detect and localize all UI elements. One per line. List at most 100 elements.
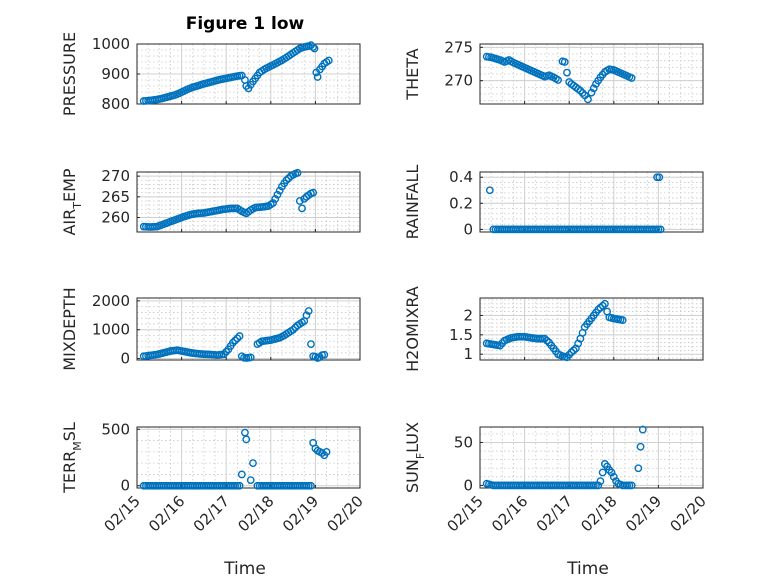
data-point — [320, 350, 329, 359]
y-axis-label: TERRMSL — [60, 422, 84, 494]
y-tick-label: 260 — [101, 209, 130, 227]
y-axis-label: MIXDEPTH — [60, 287, 79, 370]
x-tick-label: 02/16 — [145, 492, 188, 535]
panel-air: 260 265 270 AIRTEMP — [60, 167, 361, 236]
data-point — [609, 472, 618, 481]
data-point — [596, 303, 605, 312]
data-point — [324, 56, 333, 65]
axes-frame — [136, 426, 361, 489]
y-tick-label: 265 — [101, 188, 130, 206]
data-point — [596, 477, 605, 486]
data-point — [589, 481, 598, 490]
y-axis-label: RAINFALL — [403, 165, 422, 240]
x-tick-label: 02/17 — [190, 492, 233, 535]
data-point — [594, 305, 603, 314]
data-point — [554, 76, 562, 84]
data-point — [228, 338, 237, 347]
data-point — [560, 58, 569, 66]
x-tick-label: 02/19 — [279, 492, 322, 535]
y-axis-label: THETA — [403, 48, 422, 100]
y-tick-label: 0 — [120, 350, 130, 368]
data-point — [318, 449, 326, 457]
data-point — [600, 299, 609, 308]
data-point — [298, 204, 306, 213]
y-tick-label: 2000 — [92, 292, 130, 310]
data-point — [587, 88, 596, 97]
y-tick-label: 270 — [101, 167, 130, 185]
data-point — [625, 481, 634, 490]
data-point — [231, 204, 240, 213]
data-point — [235, 332, 244, 340]
data-point — [653, 173, 661, 182]
data-point — [594, 481, 603, 490]
data-point — [540, 334, 549, 343]
y-tick-label: 270 — [444, 72, 473, 90]
y-axis-label: H2OMIXRA — [403, 286, 422, 372]
data-point — [627, 74, 636, 82]
data-point — [231, 336, 240, 345]
data-point — [302, 481, 311, 490]
y-tick-label: 0 — [120, 477, 130, 495]
data-point — [654, 225, 663, 234]
data-point — [322, 447, 331, 456]
data-point — [567, 348, 576, 357]
data-point — [275, 186, 284, 195]
data-point — [302, 311, 311, 320]
x-tick-label: 02/17 — [533, 492, 576, 535]
data-point — [233, 481, 242, 490]
data-point — [655, 173, 664, 182]
data-point — [578, 89, 587, 97]
data-point — [309, 43, 318, 51]
data-point — [307, 481, 315, 490]
data-point — [249, 459, 257, 468]
data-point — [235, 481, 244, 490]
y-tick-label: 900 — [101, 65, 130, 83]
y-tick-label: 50 — [454, 433, 473, 451]
data-point — [293, 168, 302, 177]
data-point — [273, 190, 282, 199]
axes-frame — [136, 171, 361, 233]
data-point — [538, 334, 547, 343]
data-point — [246, 353, 255, 362]
x-axis-label-right: Time — [566, 559, 609, 579]
y-tick-label: 0 — [463, 476, 473, 494]
data-point — [307, 340, 315, 349]
x-tick-label: 02/19 — [622, 492, 665, 535]
data-point — [295, 197, 304, 205]
x-tick-label: 02/18 — [577, 492, 620, 535]
data-point — [563, 68, 571, 77]
x-tick-label: 02/18 — [234, 492, 277, 535]
x-tick-label: 02/20 — [667, 492, 710, 535]
data-point — [652, 225, 661, 234]
data-point — [309, 188, 318, 197]
y-tick-label: 800 — [101, 95, 130, 113]
data-point — [592, 481, 600, 490]
y-tick-label: 1.5 — [449, 326, 473, 344]
x-tick-label: 02/20 — [324, 492, 367, 535]
y-axis-label: AIRTEMP — [60, 168, 84, 235]
data-point — [304, 307, 313, 315]
y-tick-label: 0 — [463, 220, 473, 238]
y-tick-label: 0.2 — [449, 194, 473, 212]
data-point — [300, 194, 309, 203]
data-point — [536, 334, 545, 343]
y-axis-label: PRESSURE — [60, 32, 79, 116]
data-point — [598, 301, 607, 310]
data-point — [634, 464, 643, 473]
axes-frame — [479, 297, 704, 361]
axes-frame — [479, 43, 704, 105]
data-point — [313, 73, 322, 81]
y-tick-label: 2 — [463, 306, 473, 324]
panel-terr: 0 500 02/15 02/16 02/17 02/18 02/19 02/20 TERRMS… — [60, 420, 367, 535]
data-point — [246, 476, 255, 484]
panel-theta: 270 275 THETA — [403, 38, 704, 105]
data-point — [656, 225, 665, 234]
data-point — [269, 199, 277, 207]
data-point — [271, 194, 280, 203]
data-point — [627, 481, 636, 490]
data-point — [589, 84, 598, 93]
data-point — [282, 176, 291, 185]
panel-mixdepth: 0 1000 2000 MIXDEPTH — [60, 287, 361, 371]
